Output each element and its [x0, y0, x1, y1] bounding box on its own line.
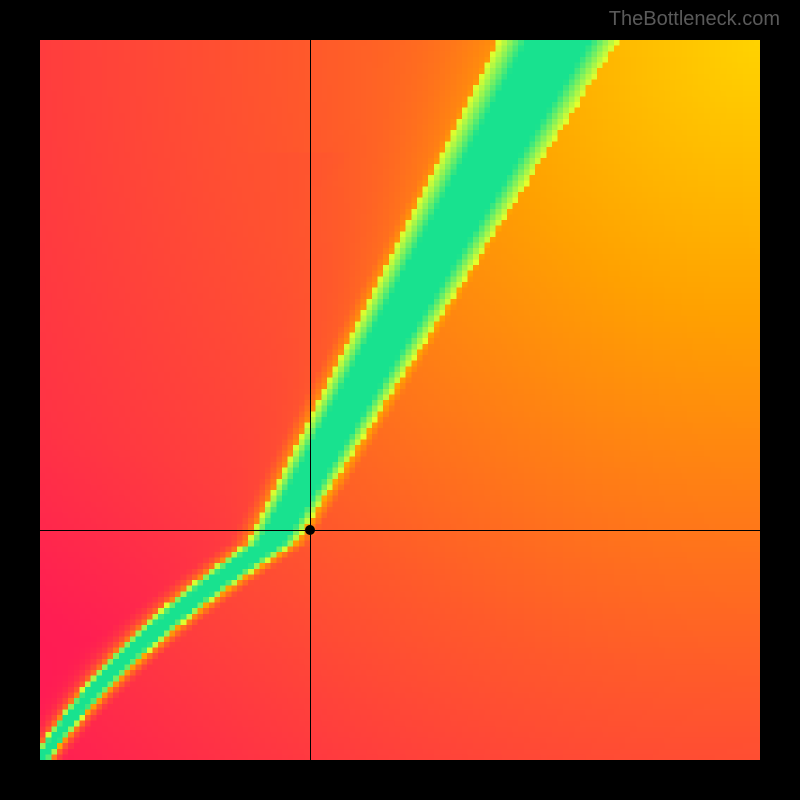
heatmap-canvas — [40, 40, 760, 760]
crosshair-marker-dot — [305, 525, 315, 535]
crosshair-vertical — [310, 40, 311, 760]
plot-area — [40, 40, 760, 760]
watermark-text: TheBottleneck.com — [609, 8, 780, 31]
crosshair-horizontal — [40, 530, 760, 531]
